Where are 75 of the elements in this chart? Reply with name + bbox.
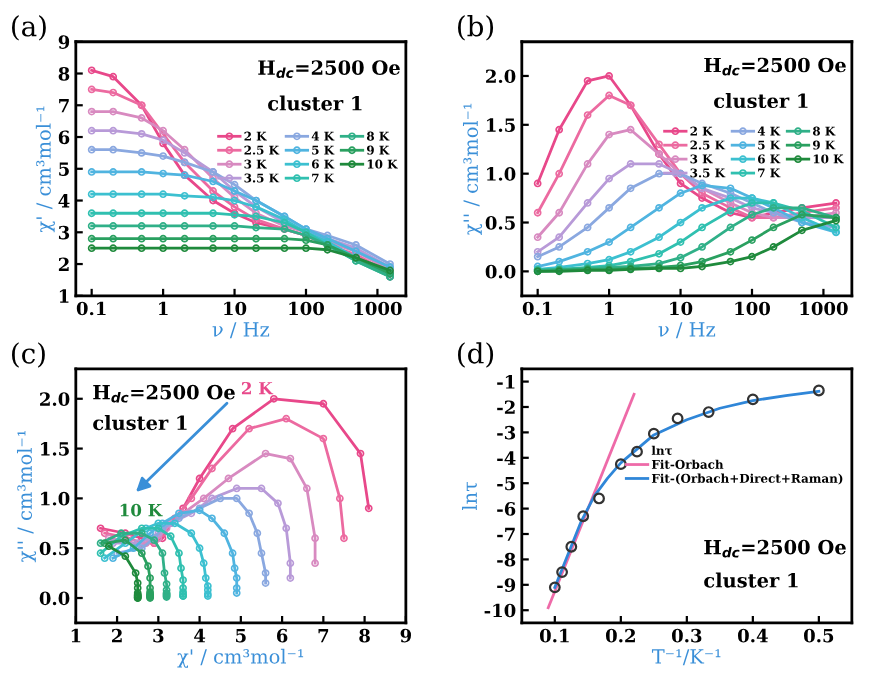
y-tick-label: -2	[497, 400, 515, 414]
y-tick-label: 2.0	[486, 69, 516, 84]
y-tick-label: 0.0	[485, 264, 516, 279]
x-tick-label: 0.3	[671, 628, 702, 643]
annotation: H$_{dc}$=2500 Oe	[258, 60, 400, 79]
x-tick-label: 0.1	[76, 301, 106, 316]
x-tick-label: 9	[400, 628, 411, 643]
annotation: H$_{dc}$=2500 Oe	[704, 539, 846, 558]
y-tick-label: 4	[58, 193, 70, 208]
annotation: cluster 1	[704, 572, 798, 588]
annotation: 10 K	[120, 503, 163, 517]
x-tick-label: 0.4	[737, 628, 768, 643]
x-axis-title: ν / Hz	[212, 322, 270, 339]
x-tick-label: 8	[359, 628, 370, 643]
y-tick-label: 2	[58, 257, 69, 271]
x-tick-label: 10	[670, 301, 693, 316]
x-tick-label: 0.2	[605, 628, 635, 643]
annotation: cluster 1	[714, 93, 808, 109]
x-tick-label: 1	[71, 628, 81, 643]
y-tick-label: 1.5	[41, 442, 69, 456]
x-tick-label: 1	[605, 301, 614, 316]
x-tick-label: 0.1	[539, 628, 569, 643]
y-tick-label: -4	[497, 451, 516, 465]
x-tick-label: 0.1	[522, 301, 552, 316]
y-tick-label: 1.5	[487, 118, 515, 132]
y-tick-label: 5	[59, 162, 69, 176]
y-axis-title: lnτ	[462, 481, 477, 511]
y-tick-label: 1.0	[41, 491, 70, 506]
x-tick-label: 1000	[354, 301, 402, 316]
y-tick-label: 8	[58, 66, 70, 81]
y-tick-label: -6	[497, 502, 516, 516]
chart-title: (b)	[458, 15, 494, 41]
y-tick-label: -3	[497, 425, 516, 440]
x-tick-label: 7	[318, 629, 329, 643]
y-tick-label: 3	[58, 225, 70, 240]
y-axis-title: χ'' / cm³mol⁻¹	[16, 430, 37, 563]
y-tick-label: -1	[497, 375, 515, 389]
annotation: cluster 1	[268, 95, 362, 111]
x-tick-label: 4	[194, 628, 206, 643]
x-tick-label: 0.5	[804, 628, 834, 643]
y-axis-title: χ' / cm³mol⁻¹	[35, 106, 55, 233]
x-tick-label: 100	[289, 301, 324, 316]
y-tick-label: 7	[59, 98, 69, 113]
y-tick-label: -7	[497, 527, 515, 541]
y-tick-label: 6	[58, 130, 70, 145]
x-tick-label: 3	[153, 628, 164, 643]
annotation: cluster 1	[93, 415, 187, 431]
annotation: H$_{dc}$=2500 Oe	[704, 57, 846, 76]
x-tick-label: 1000	[800, 301, 848, 316]
y-tick-label: 0.0	[39, 591, 70, 606]
y-tick-label: 0.5	[39, 541, 69, 556]
y-axis-title: χ'' / cm³mol⁻¹	[462, 103, 483, 236]
x-tick-label: 100	[735, 301, 770, 316]
y-tick-label: -5	[497, 476, 515, 491]
annotation: H$_{dc}$=2500 Oe	[93, 384, 235, 403]
x-tick-label: 5	[236, 629, 246, 643]
y-tick-label: 1	[59, 289, 69, 303]
y-tick-label: -9	[497, 578, 516, 592]
y-tick-label: -10	[484, 603, 516, 618]
x-tick-label: 1	[159, 301, 168, 316]
x-axis-title: χ' / cm³mol⁻¹	[177, 648, 304, 668]
y-tick-label: 0.5	[485, 215, 515, 230]
y-tick-label: -8	[497, 552, 516, 567]
x-axis-title: ν / Hz	[658, 322, 716, 339]
y-tick-label: 1.0	[487, 167, 516, 181]
x-tick-label: 6	[276, 628, 288, 643]
chart-title: (d)	[458, 342, 494, 368]
chart-title: (c)	[12, 342, 45, 368]
x-axis-title: T⁻¹/K⁻¹	[651, 649, 721, 666]
y-tick-label: 9	[58, 35, 70, 49]
y-tick-label: 2.0	[40, 392, 70, 406]
annotation: 2 K	[241, 381, 274, 395]
chart-title: (a)	[12, 15, 46, 41]
x-tick-label: 2	[112, 628, 122, 643]
x-tick-label: 10	[224, 301, 247, 316]
